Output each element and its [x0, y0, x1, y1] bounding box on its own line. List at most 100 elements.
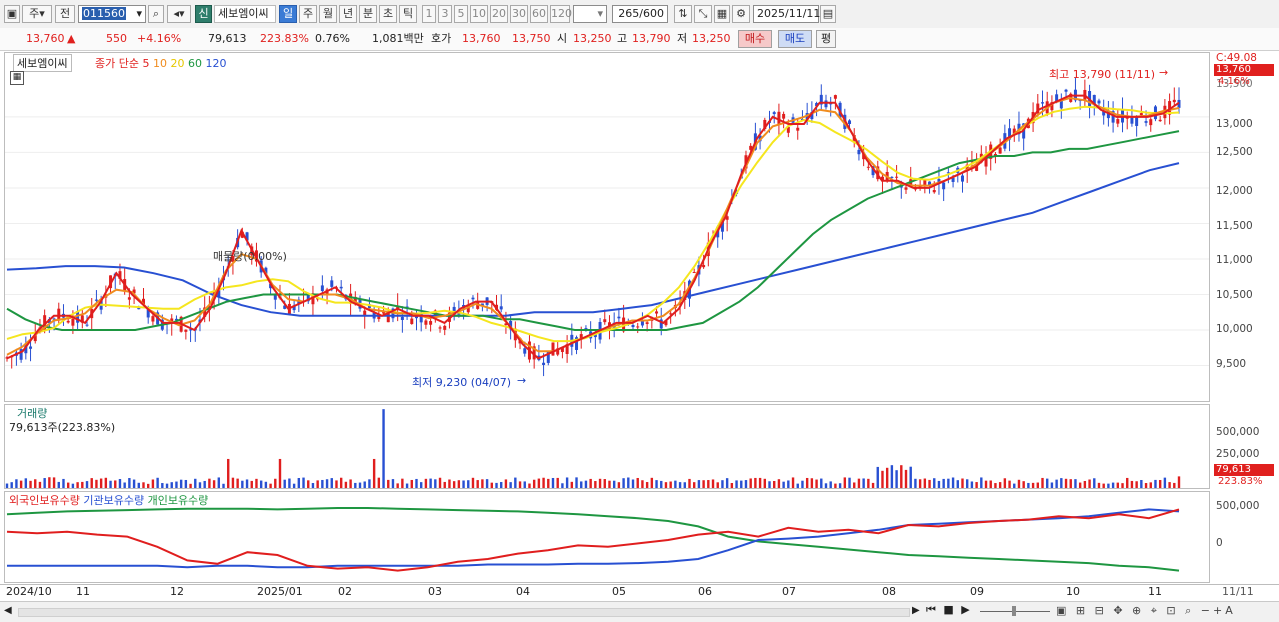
- interval-5[interactable]: 5: [454, 5, 468, 23]
- volume-bar: [354, 482, 357, 488]
- tab-tick[interactable]: 틱: [399, 5, 417, 23]
- candle-body: [975, 165, 979, 171]
- individual-holdings-label: 개인보유수량: [147, 494, 209, 507]
- tab-year[interactable]: 년: [339, 5, 357, 23]
- candle-body: [1116, 119, 1120, 124]
- candle-body: [655, 311, 659, 314]
- market-select[interactable]: 주▾: [22, 5, 52, 23]
- candle-body: [118, 271, 122, 279]
- volume-bar: [227, 458, 230, 488]
- eval-button[interactable]: 평: [816, 30, 836, 48]
- ma-10-label: 10: [152, 57, 167, 70]
- calendar-icon[interactable]: ▤: [820, 5, 836, 23]
- volume-bar: [19, 480, 23, 488]
- volume-bar: [344, 481, 348, 488]
- zoom-slider-handle[interactable]: [1012, 606, 1016, 616]
- volume-bar: [537, 478, 541, 488]
- scroll-right-icon[interactable]: ▶: [912, 605, 920, 616]
- candle-body: [965, 164, 969, 171]
- volume-bar: [980, 477, 983, 488]
- tab-day[interactable]: 일: [279, 5, 297, 23]
- candle-body: [76, 311, 80, 323]
- market-select-label: 주: [29, 7, 40, 20]
- x-label: 2025/01: [257, 585, 303, 598]
- volume-bar: [212, 480, 216, 488]
- speaker-icon[interactable]: ◂▾: [167, 5, 191, 23]
- buy-button[interactable]: 매수: [738, 30, 772, 48]
- candle-body: [203, 307, 207, 317]
- tab-month[interactable]: 월: [319, 5, 337, 23]
- candle-body: [749, 145, 753, 150]
- candle-body: [245, 232, 249, 241]
- table-icon[interactable]: ▦: [10, 71, 24, 85]
- volume-bar: [975, 482, 978, 488]
- volume-value-label: 79,613주(223.83%): [9, 421, 116, 434]
- volume-bar: [1173, 482, 1176, 488]
- candle-body: [471, 297, 475, 300]
- candle-body: [273, 294, 277, 300]
- volume-pct-label: 223.83%: [1218, 476, 1263, 487]
- volume-value: 79,613: [208, 32, 247, 45]
- tab-week[interactable]: 주: [299, 5, 317, 23]
- candle-body: [636, 326, 640, 328]
- code-input[interactable]: 011560 ▾: [78, 5, 146, 23]
- high-arrow-icon: →: [1159, 66, 1169, 79]
- volume-bar: [942, 478, 945, 488]
- volume-bar: [843, 477, 847, 488]
- tab-minute[interactable]: 분: [359, 5, 377, 23]
- candle-body: [622, 317, 626, 332]
- volume-bar: [740, 480, 743, 488]
- price-chart-panel: 세보엠이씨 종가 단순 5 10 20 60 120 ▦ 최고 13,790 (…: [4, 52, 1210, 402]
- candle-body: [1139, 113, 1143, 116]
- draw-icon[interactable]: ⤡: [694, 5, 712, 23]
- scroll-left-icon[interactable]: ◀: [4, 605, 12, 616]
- candle-body: [264, 267, 268, 274]
- gear-icon[interactable]: ⚙: [732, 5, 750, 23]
- sell-button[interactable]: 매도: [778, 30, 812, 48]
- volume-bar: [542, 477, 545, 488]
- change-percent: +4.16%: [137, 32, 182, 45]
- volume-bar: [297, 478, 301, 488]
- save-icon[interactable]: ▦: [714, 5, 730, 23]
- volume-bar: [805, 477, 809, 488]
- y-tick: 10,500: [1216, 289, 1253, 301]
- volume-bar: [984, 480, 988, 488]
- search-icon[interactable]: ⌕: [148, 5, 164, 23]
- layout-icon[interactable]: ▣: [4, 5, 20, 23]
- custom-interval-select[interactable]: ▾: [573, 5, 607, 23]
- playback-icons[interactable]: ⏮ ■ ▶: [926, 603, 972, 616]
- volume-bar: [838, 483, 842, 488]
- x-label: 02: [338, 585, 352, 598]
- chart-tool-icons[interactable]: ▣ ⊞ ⊟ ✥ ⊕ ⌖ ⊡ ⌕ −+A: [1056, 604, 1236, 617]
- candle-body: [109, 275, 113, 289]
- volume-bar: [914, 478, 917, 488]
- date-field[interactable]: 2025/11/11: [753, 5, 820, 23]
- volume-bar: [269, 483, 272, 488]
- interval-10[interactable]: 10: [470, 5, 488, 23]
- interval-120[interactable]: 120: [550, 5, 572, 23]
- interval-3[interactable]: 3: [438, 5, 452, 23]
- candle-body: [1172, 99, 1176, 103]
- volume-bar: [165, 483, 169, 488]
- candle-body: [542, 362, 546, 365]
- code-dropdown-icon[interactable]: ▾: [136, 7, 142, 20]
- y-tick: 11,000: [1216, 254, 1253, 266]
- candle-body: [287, 303, 291, 316]
- tab-second[interactable]: 초: [379, 5, 397, 23]
- interval-30[interactable]: 30: [510, 5, 528, 23]
- compare-icon[interactable]: ⇅: [674, 5, 692, 23]
- volume-bar: [565, 477, 569, 488]
- volume-bar: [15, 479, 18, 488]
- interval-1[interactable]: 1: [422, 5, 436, 23]
- volume-bar: [184, 479, 188, 488]
- interval-20[interactable]: 20: [490, 5, 508, 23]
- volume-bar: [918, 479, 922, 488]
- volume-bar: [10, 482, 13, 488]
- candle-body: [292, 305, 296, 311]
- volume-bar: [1046, 478, 1049, 488]
- horizontal-scrollbar[interactable]: [18, 608, 910, 617]
- interval-60[interactable]: 60: [530, 5, 548, 23]
- period-type-button[interactable]: 전: [55, 5, 75, 23]
- count-field[interactable]: 265/600: [612, 5, 668, 23]
- volume-bar: [721, 480, 724, 488]
